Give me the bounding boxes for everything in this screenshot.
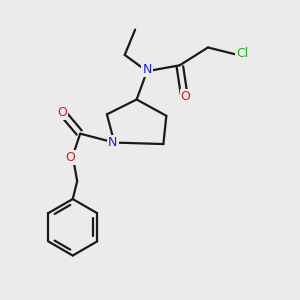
Text: O: O (57, 106, 67, 119)
Text: Cl: Cl (236, 47, 248, 60)
Text: O: O (181, 90, 190, 103)
Text: O: O (65, 151, 75, 164)
Text: N: N (108, 136, 118, 149)
Text: N: N (142, 63, 152, 76)
